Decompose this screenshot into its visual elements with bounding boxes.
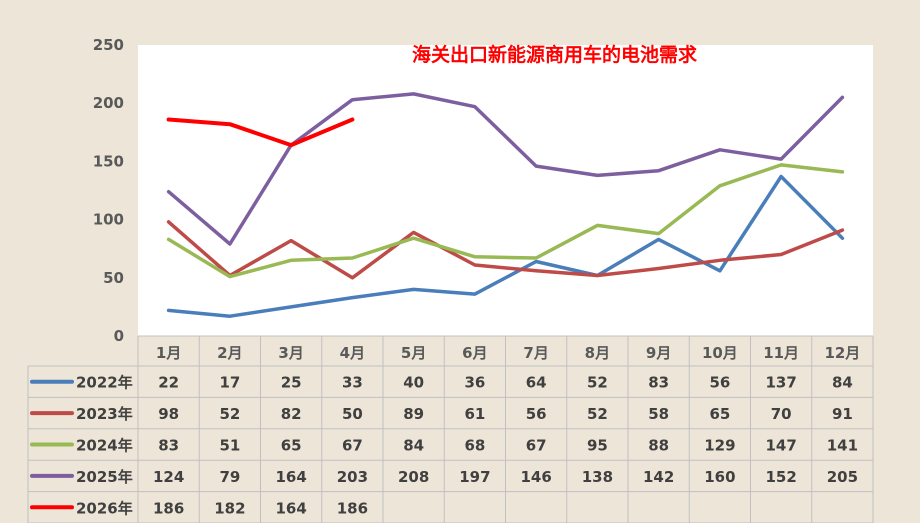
table-cell-value: 186: [153, 499, 184, 517]
table-cell-value: 22: [158, 374, 179, 392]
table-cell-value: 51: [219, 437, 240, 455]
table-cell-value: 56: [709, 374, 730, 392]
table-cell-value: 91: [832, 405, 853, 423]
series-line: [166, 220, 845, 280]
table-cell-value: 208: [398, 468, 429, 486]
series-line: [166, 174, 845, 318]
table-cell-value: 137: [765, 374, 796, 392]
y-tick-label: 150: [93, 152, 124, 170]
x-tick-label: 3月: [278, 344, 303, 362]
table-cell-value: 58: [648, 405, 669, 423]
x-tick-label: 2月: [217, 344, 242, 362]
y-tick-label: 250: [93, 36, 124, 54]
table-cell-value: 68: [464, 437, 485, 455]
legend-label: 2023年: [76, 405, 133, 423]
table-cell-value: 83: [158, 437, 179, 455]
x-tick-label: 4月: [340, 344, 365, 362]
table-cell-value: 33: [342, 374, 363, 392]
y-tick-label: 100: [93, 211, 124, 229]
table-cell-value: 83: [648, 374, 669, 392]
x-tick-label: 1月: [156, 344, 181, 362]
table-cell-value: 84: [403, 437, 424, 455]
legend-label: 2024年: [76, 437, 133, 455]
y-tick-label: 0: [114, 327, 124, 345]
legend-label: 2025年: [76, 468, 133, 486]
table-cell-value: 84: [832, 374, 853, 392]
table-cell-value: 36: [464, 374, 485, 392]
table-cell-value: 142: [643, 468, 674, 486]
table-cell-value: 152: [765, 468, 796, 486]
table-cell-value: 95: [587, 437, 608, 455]
table-cell-value: 197: [459, 468, 490, 486]
table-cell-value: 40: [403, 374, 424, 392]
table-cell-value: 205: [827, 468, 858, 486]
table-cell-value: 67: [342, 437, 363, 455]
table-cell-value: 88: [648, 437, 669, 455]
series-lines: [166, 92, 845, 318]
table-cell-value: 141: [827, 437, 858, 455]
table-cell-value: 203: [337, 468, 368, 486]
x-tick-label: 6月: [462, 344, 487, 362]
series-line: [166, 163, 845, 279]
legend-label: 2026年: [76, 499, 133, 517]
table-cell-value: 147: [765, 437, 796, 455]
table-cell-value: 182: [214, 499, 245, 517]
series-line: [166, 117, 355, 148]
chart-title: 海关出口新能源商用车的电池需求: [412, 43, 698, 66]
table-cell-value: 146: [520, 468, 551, 486]
table-cell-value: 79: [219, 468, 240, 486]
table-cell-value: 89: [403, 405, 424, 423]
y-axis: 0 50 100 150 200 250: [93, 36, 124, 345]
x-tick-label: 10月: [702, 344, 738, 362]
plot-area: [138, 45, 873, 336]
table-cell-value: 56: [526, 405, 547, 423]
table-cell-value: 186: [337, 499, 368, 517]
table-cell-value: 124: [153, 468, 184, 486]
table-cell-value: 129: [704, 437, 735, 455]
y-tick-label: 50: [103, 269, 124, 287]
y-tick-label: 200: [93, 94, 124, 112]
table-cell-value: 160: [704, 468, 735, 486]
table-cell-value: 17: [219, 374, 240, 392]
table-cell-value: 164: [275, 468, 306, 486]
table-cell-value: 50: [342, 405, 363, 423]
table-cell-value: 82: [281, 405, 302, 423]
x-tick-label: 7月: [523, 344, 548, 362]
table-cell-value: 138: [582, 468, 613, 486]
table-cell-value: 25: [281, 374, 302, 392]
table-cell-value: 67: [526, 437, 547, 455]
table-cell-value: 70: [771, 405, 792, 423]
table-cell-value: 98: [158, 405, 179, 423]
x-tick-label: 11月: [763, 344, 799, 362]
series-line: [166, 92, 845, 246]
x-tick-label: 12月: [824, 344, 860, 362]
x-tick-label: 8月: [585, 344, 610, 362]
table-cell-value: 52: [219, 405, 240, 423]
table-cell-value: 65: [281, 437, 302, 455]
table-cell-value: 65: [709, 405, 730, 423]
table-cell-value: 61: [464, 405, 485, 423]
legend-label: 2022年: [76, 374, 133, 392]
table-cell-value: 164: [275, 499, 306, 517]
data-table: 1月 2月 3月 4月 5月 6月 7月 8月 9月 10月 11月 12月 2022年 22 17 25 33…: [27, 335, 874, 523]
x-tick-label: 5月: [401, 344, 426, 362]
table-cell-value: 52: [587, 374, 608, 392]
x-tick-label: 9月: [646, 344, 671, 362]
table-cell-value: 52: [587, 405, 608, 423]
table-cell-value: 64: [526, 374, 547, 392]
